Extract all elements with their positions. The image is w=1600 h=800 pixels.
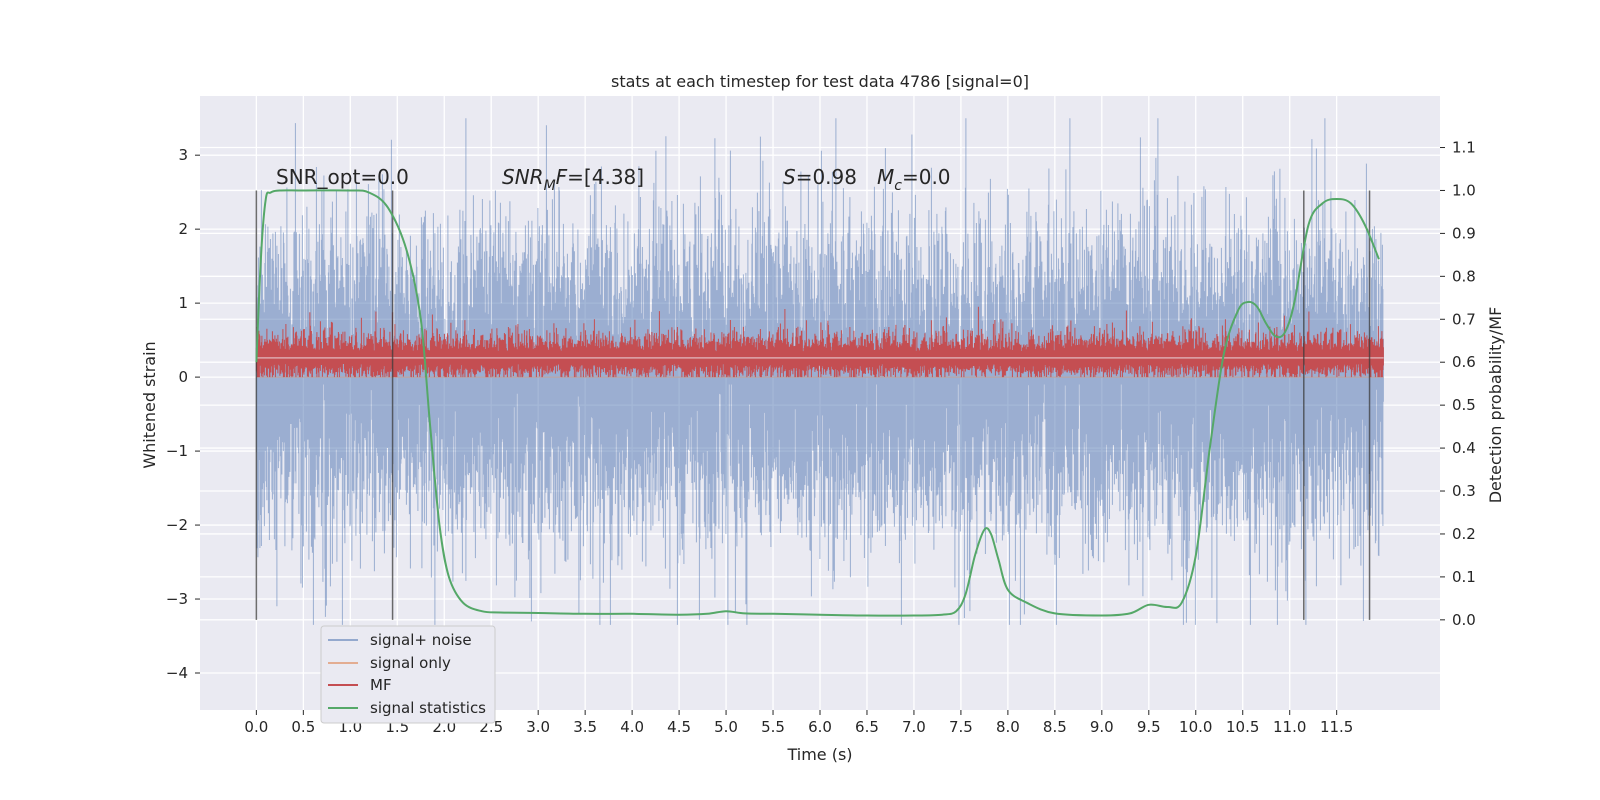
x-tick-label: 6.5	[855, 718, 879, 736]
x-tick-label: 10.0	[1179, 718, 1212, 736]
y-tick-label: −2	[166, 516, 188, 534]
snr-mf-symbol: SNR	[502, 165, 544, 189]
legend-label-signal-statistics: signal statistics	[370, 699, 486, 717]
snr-mf-subscript: M	[544, 178, 556, 194]
snr-mf-value: =[4.38]	[567, 165, 644, 189]
snr-mf-f: F	[556, 165, 568, 189]
y-axis-label: Whitened strain	[140, 341, 159, 468]
y2-tick-label: 0.7	[1452, 310, 1476, 328]
snr-opt-annotation: SNR_opt=0.0	[276, 165, 409, 189]
y-tick-label: 1	[178, 294, 188, 312]
x-tick-label: 9.5	[1137, 718, 1161, 736]
s-value: =0.98	[796, 165, 857, 189]
signal-statistics-series	[255, 189, 1380, 617]
y2-tick-label: 0.0	[1452, 611, 1476, 629]
snr-mf-annotation: SNRMF=[4.38]	[502, 165, 644, 194]
x-tick-label: 3.0	[526, 718, 550, 736]
y2-tick-label: 0.8	[1452, 267, 1476, 285]
y2-tick-label: 0.4	[1452, 439, 1476, 457]
x-tick-label: 11.5	[1320, 718, 1353, 736]
x-tick-label: 4.5	[667, 718, 691, 736]
y-tick-label: 0	[178, 368, 188, 386]
x-tick-label: 3.5	[573, 718, 597, 736]
annotations: SNR_opt=0.0 SNRMF=[4.38] S=0.98 Mc=0.0	[276, 165, 951, 194]
s-annotation: S=0.98	[783, 165, 857, 189]
mc-annotation: Mc=0.0	[877, 165, 951, 194]
legend-item-signal-only: signal only	[328, 654, 451, 672]
y-tick-label: −4	[166, 664, 188, 682]
y2-tick-label: 0.3	[1452, 482, 1476, 500]
legend: signal+ noise signal only MF signal stat…	[320, 625, 496, 724]
mc-value: =0.0	[902, 165, 951, 189]
y-tick-label: −3	[166, 590, 188, 608]
x-tick-label: 0.5	[291, 718, 315, 736]
legend-item-mf: MF	[328, 676, 392, 694]
mc-subscript: c	[894, 178, 902, 194]
x-tick-label: 7.0	[902, 718, 926, 736]
y2-tick-label: 0.5	[1452, 396, 1476, 414]
x-tick-label: 5.0	[714, 718, 738, 736]
s-symbol: S	[783, 165, 796, 189]
y-tick-label: 3	[178, 146, 188, 164]
y2-axis-label: Detection probability/MF	[1486, 307, 1505, 504]
legend-box	[320, 625, 496, 724]
x-tick-label: 11.0	[1273, 718, 1306, 736]
x-tick-label: 0.0	[244, 718, 268, 736]
y2-tick-label: 1.0	[1452, 181, 1476, 199]
y2-axis-ticks: 0.0 0.1 0.2 0.3 0.4 0.5 0.6 0.7 0.8 0.9 1.0 1.1	[1440, 139, 1476, 629]
x-tick-label: 7.5	[949, 718, 973, 736]
y-tick-label: 2	[178, 220, 188, 238]
y2-tick-label: 0.2	[1452, 525, 1476, 543]
x-tick-label: 8.0	[996, 718, 1020, 736]
y2-tick-label: 0.6	[1452, 353, 1476, 371]
x-tick-label: 6.0	[808, 718, 832, 736]
mc-symbol: M	[877, 165, 894, 189]
x-tick-label: 5.5	[761, 718, 785, 736]
legend-label-signal-noise: signal+ noise	[370, 631, 472, 649]
x-tick-label: 9.0	[1090, 718, 1114, 736]
legend-item-signal-noise: signal+ noise	[328, 631, 472, 649]
data-layer	[255, 118, 1384, 625]
legend-label-mf: MF	[370, 676, 392, 694]
legend-label-signal-only: signal only	[370, 654, 451, 672]
y2-tick-label: 0.1	[1452, 568, 1476, 586]
legend-item-signal-statistics: signal statistics	[328, 699, 486, 717]
y-axis-ticks: −4 −3 −2 −1 0 1 2 3	[166, 146, 200, 682]
x-axis-label: Time (s)	[786, 745, 852, 764]
y2-tick-label: 0.9	[1452, 224, 1476, 242]
x-tick-label: 10.5	[1226, 718, 1259, 736]
y-tick-label: −1	[166, 442, 188, 460]
snr-opt-text: SNR_opt=0.0	[276, 165, 409, 189]
chart-title: stats at each timestep for test data 478…	[611, 72, 1029, 91]
y2-tick-label: 1.1	[1452, 139, 1476, 157]
x-tick-label: 8.5	[1043, 718, 1067, 736]
x-tick-label: 4.0	[620, 718, 644, 736]
